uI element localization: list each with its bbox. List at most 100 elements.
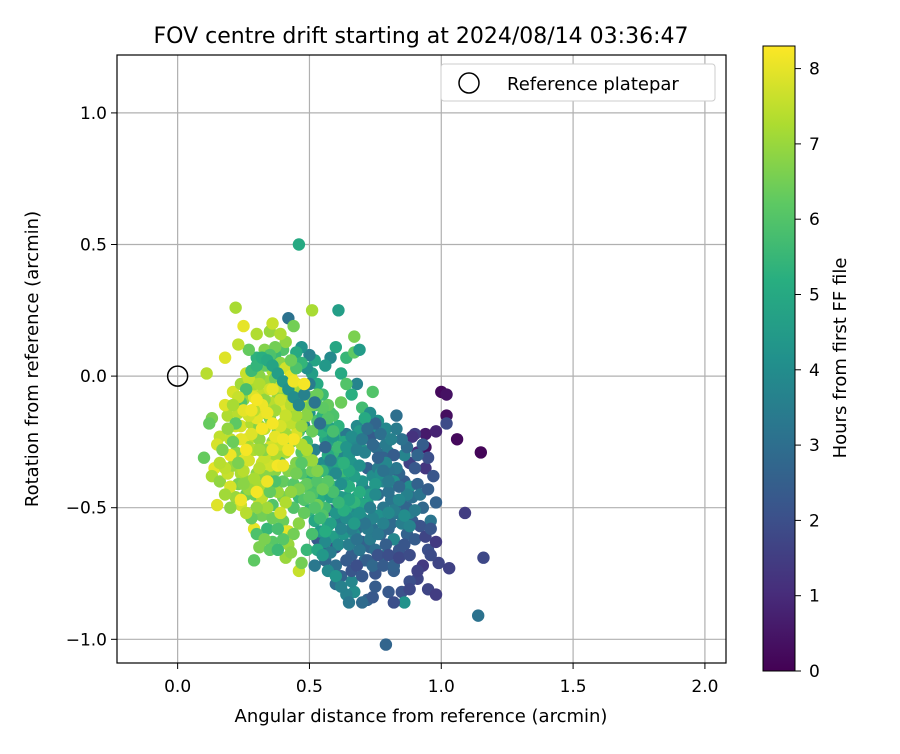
chart-title: FOV centre drift starting at 2024/08/14 … bbox=[154, 24, 689, 49]
data-point bbox=[421, 451, 435, 464]
data-point bbox=[384, 433, 398, 446]
data-point bbox=[239, 506, 253, 520]
data-point bbox=[398, 596, 411, 609]
data-point bbox=[424, 522, 437, 535]
data-point bbox=[332, 538, 345, 551]
colorbar: 0 1 2 3 4 5 6 7 8 Hours from first FF file bbox=[762, 45, 851, 682]
y-tick-label: −1.0 bbox=[66, 630, 107, 650]
data-point bbox=[313, 512, 327, 525]
data-point bbox=[253, 462, 266, 475]
data-point bbox=[371, 527, 385, 541]
data-point bbox=[295, 456, 308, 470]
data-point bbox=[350, 533, 364, 546]
data-point bbox=[242, 454, 256, 467]
data-point bbox=[413, 519, 427, 533]
legend: Reference platepar bbox=[440, 63, 716, 102]
data-point bbox=[290, 409, 303, 422]
data-point bbox=[261, 522, 274, 535]
data-point bbox=[440, 388, 453, 401]
data-point bbox=[239, 443, 253, 457]
data-point bbox=[392, 551, 406, 564]
data-point bbox=[258, 533, 271, 546]
data-point bbox=[197, 451, 211, 464]
x-tick-label: 0.5 bbox=[296, 677, 323, 697]
data-point bbox=[261, 501, 274, 514]
data-point bbox=[450, 433, 464, 446]
data-point bbox=[411, 564, 424, 578]
colorbar-tick-label: 7 bbox=[809, 135, 820, 155]
data-point bbox=[392, 480, 406, 493]
colorbar-ticks: 0 1 2 3 4 5 6 7 8 bbox=[795, 60, 820, 682]
data-point bbox=[213, 475, 227, 488]
data-point bbox=[300, 409, 314, 422]
data-point bbox=[305, 425, 319, 438]
data-point bbox=[326, 425, 340, 438]
data-point bbox=[263, 485, 277, 499]
data-point bbox=[329, 569, 343, 583]
data-point bbox=[429, 588, 443, 601]
data-point bbox=[234, 493, 248, 507]
legend-entry-label: Reference platepar bbox=[507, 74, 679, 95]
data-point bbox=[218, 351, 232, 364]
data-point bbox=[308, 559, 321, 572]
data-point bbox=[237, 319, 250, 333]
colorbar-tick-label: 0 bbox=[809, 662, 820, 682]
data-point bbox=[261, 475, 274, 488]
data-point bbox=[287, 527, 300, 541]
data-point bbox=[337, 456, 350, 470]
data-point bbox=[408, 533, 422, 546]
data-point bbox=[358, 517, 372, 530]
data-point bbox=[308, 396, 321, 409]
data-point bbox=[369, 477, 382, 491]
data-point bbox=[374, 427, 387, 441]
data-point bbox=[398, 509, 411, 522]
data-point bbox=[355, 596, 369, 609]
data-point bbox=[326, 485, 340, 499]
data-point bbox=[305, 454, 319, 467]
data-point bbox=[342, 493, 356, 507]
data-point bbox=[419, 462, 432, 475]
data-point bbox=[366, 385, 379, 399]
data-point bbox=[274, 393, 287, 406]
data-point bbox=[353, 459, 366, 472]
data-point bbox=[429, 496, 443, 509]
data-point bbox=[305, 527, 319, 541]
data-point bbox=[297, 506, 311, 520]
data-point bbox=[355, 433, 369, 446]
data-point bbox=[226, 435, 240, 449]
data-point bbox=[305, 304, 319, 317]
data-point bbox=[250, 501, 263, 514]
data-point bbox=[284, 546, 298, 559]
data-point bbox=[348, 517, 361, 530]
data-point bbox=[287, 319, 300, 333]
legend-box bbox=[440, 63, 716, 102]
data-point bbox=[387, 448, 401, 462]
data-point bbox=[245, 427, 258, 441]
data-point bbox=[440, 417, 453, 430]
data-point bbox=[274, 327, 287, 341]
data-point bbox=[442, 562, 456, 575]
data-point bbox=[274, 506, 287, 520]
data-point bbox=[424, 548, 437, 562]
data-point bbox=[355, 569, 369, 583]
data-point bbox=[363, 501, 377, 514]
data-point bbox=[340, 440, 353, 454]
data-point bbox=[408, 462, 422, 475]
data-point bbox=[382, 506, 395, 520]
data-point bbox=[261, 406, 274, 420]
data-point bbox=[371, 451, 385, 464]
data-point bbox=[382, 485, 395, 499]
colorbar-tick-label: 5 bbox=[809, 285, 820, 305]
data-point bbox=[316, 483, 329, 496]
data-point bbox=[247, 554, 261, 567]
data-point bbox=[232, 456, 245, 470]
data-point bbox=[300, 543, 314, 557]
data-point bbox=[203, 417, 216, 430]
colorbar-label: Hours from first FF file bbox=[830, 258, 851, 459]
data-point bbox=[416, 438, 430, 451]
x-axis-label: Angular distance from reference (arcmin) bbox=[235, 706, 608, 727]
data-point bbox=[403, 583, 416, 596]
data-point bbox=[419, 427, 432, 441]
data-point bbox=[329, 467, 343, 480]
data-point bbox=[379, 638, 393, 651]
